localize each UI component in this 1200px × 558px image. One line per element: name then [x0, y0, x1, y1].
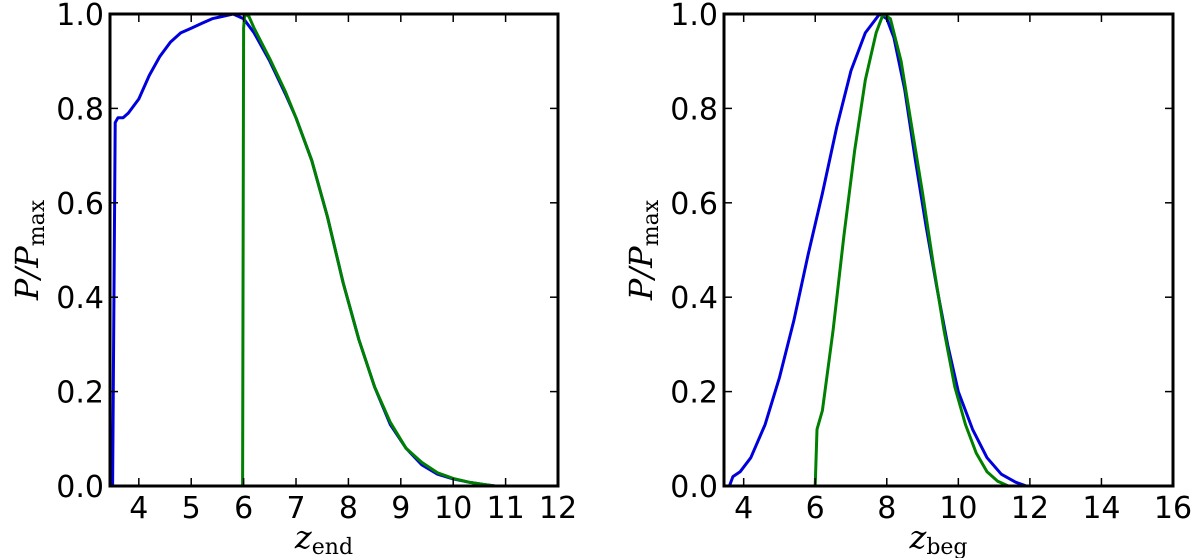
x-axis-label-subscript: end	[312, 535, 353, 558]
x-axis-label-main: z	[908, 518, 927, 556]
x-axis-label: zend	[294, 518, 353, 558]
y-axis-label-main: P/P	[622, 246, 660, 301]
y-tick-label: 0.0	[670, 470, 718, 505]
right-panel-zbeg: 0.0 0.2 0.4 0.6 0.8 1.0 4 6 8 10 12 14 16 zbeg P/Pmax	[622, 0, 1192, 558]
y-axis-label: P/Pmax	[8, 199, 50, 301]
y-tick-label: 0.6	[56, 187, 104, 222]
y-tick-label: 0.2	[56, 376, 104, 411]
y-tick-label: 0.8	[670, 92, 718, 127]
x-tick-label: 11	[487, 491, 525, 526]
y-tick-label: 0.4	[56, 281, 104, 316]
series-line-0	[111, 12, 497, 488]
x-tick-label: 8	[877, 491, 896, 526]
x-tick-label: 4	[734, 491, 753, 526]
x-tick-label: 6	[234, 491, 253, 526]
x-tick-label: 6	[806, 491, 825, 526]
y-axis-label-subscript: max	[639, 199, 664, 246]
x-tick-label: 14	[1082, 491, 1120, 526]
x-tick-label: 8	[339, 491, 358, 526]
y-axis-label: P/Pmax	[622, 199, 664, 301]
y-tick-label: 1.0	[56, 0, 104, 33]
plot-frame	[108, 12, 560, 488]
y-axis-label-main: P/P	[8, 246, 46, 301]
x-tick-label: 5	[182, 491, 201, 526]
y-tick-label: 1.0	[670, 0, 718, 33]
x-tick-label: 12	[539, 491, 577, 526]
x-tick-label: 4	[129, 491, 148, 526]
x-tick-label: 9	[391, 491, 410, 526]
series-line-0	[727, 12, 1028, 488]
x-axis-label: zbeg	[908, 518, 967, 558]
left-panel-zend: 0.0 0.2 0.4 0.6 0.8 1.0 4 5 6 7 8 9 10 11 12 zend P/Pmax	[8, 0, 577, 558]
plot-frame	[722, 12, 1175, 488]
x-axis-label-main: z	[294, 518, 313, 556]
series-line-1	[813, 12, 1010, 488]
y-tick-label: 0.8	[56, 92, 104, 127]
x-tick-label: 7	[286, 491, 305, 526]
y-axis-label-subscript: max	[25, 199, 50, 246]
x-tick-label: 12	[1011, 491, 1049, 526]
y-tick-label: 0.4	[670, 281, 718, 316]
y-tick-label: 0.6	[670, 187, 718, 222]
series-line-1	[241, 12, 497, 488]
x-axis-label-subscript: beg	[926, 535, 967, 558]
x-tick-label: 10	[939, 491, 977, 526]
y-tick-label: 0.0	[56, 470, 104, 505]
y-tick-label: 0.2	[670, 376, 718, 411]
x-tick-label: 10	[434, 491, 472, 526]
x-tick-label: 16	[1154, 491, 1192, 526]
